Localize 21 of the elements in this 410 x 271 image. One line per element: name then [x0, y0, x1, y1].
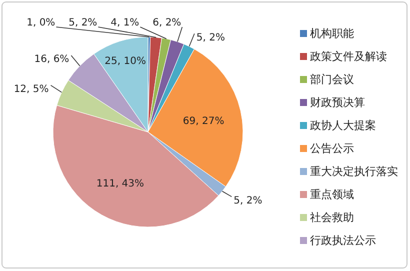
legend-label: 行政执法公示: [310, 234, 376, 248]
legend-label: 重大决定执行落实: [310, 165, 398, 178]
legend-label: 公告公示: [310, 142, 354, 156]
legend-label: 社会救助: [310, 211, 354, 224]
data-label: 5, 2%: [68, 18, 98, 29]
data-label: 69, 27%: [182, 116, 224, 128]
data-label: 6, 2%: [152, 18, 182, 29]
legend-label: 部门会议: [310, 73, 354, 86]
data-label: 111, 43%: [96, 178, 144, 190]
data-label: 5, 2%: [234, 195, 262, 206]
data-label: 4, 1%: [110, 18, 140, 29]
legend-label: 财政预决算: [310, 96, 365, 110]
legend-label: 机构职能: [310, 27, 354, 40]
data-label: 5, 2%: [196, 32, 226, 44]
data-label: 25, 10%: [104, 56, 146, 68]
legend-label: 政协人大提案: [310, 119, 376, 132]
data-label: 12, 5%: [14, 84, 49, 96]
legend-label: 重点领域: [310, 188, 354, 202]
data-label: 1, 0%: [26, 18, 56, 29]
legend-label: 政策文件及解读: [310, 50, 387, 64]
data-label: 16, 6%: [34, 54, 70, 66]
